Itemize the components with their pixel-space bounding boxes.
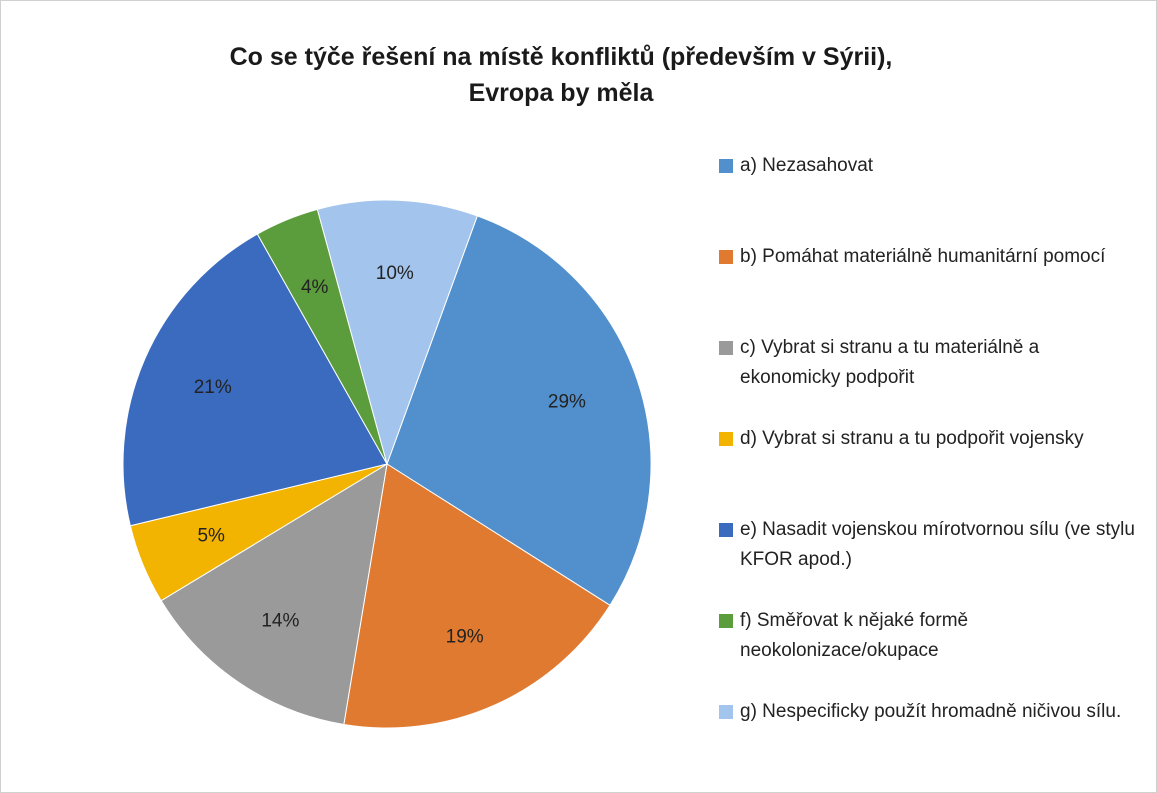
legend: a) Nezasahovat b) Pomáhat materiálně huma… [719, 151, 1139, 788]
data-label: 19% [446, 627, 484, 648]
legend-swatch [719, 159, 733, 173]
legend-item: a) Nezasahovat [719, 151, 1139, 242]
pie-slice [386, 215, 652, 606]
legend-item: f) Směřovat k nějaké formě neokolonizace… [719, 606, 1139, 697]
data-label: 14% [261, 610, 299, 631]
legend-swatch [719, 250, 733, 264]
legend-item: c) Vybrat si stranu a tu materiálně a ek… [719, 333, 1139, 424]
legend-label: e) Nasadit vojenskou mírotvornou sílu (v… [740, 519, 1135, 570]
pie-slice [343, 463, 611, 729]
legend-item: d) Vybrat si stranu a tu podpořit vojens… [719, 424, 1139, 515]
data-label: 21% [194, 377, 232, 398]
legend-label: b) Pomáhat materiálně humanitární pomocí [740, 246, 1106, 267]
legend-swatch [719, 432, 733, 446]
data-label: 5% [197, 525, 225, 546]
legend-label: d) Vybrat si stranu a tu podpořit vojens… [740, 428, 1084, 449]
legend-label: a) Nezasahovat [740, 155, 874, 176]
data-label: 29% [548, 392, 586, 413]
data-label: 10% [376, 263, 414, 284]
legend-label: f) Směřovat k nějaké formě neokolonizace… [740, 610, 969, 661]
data-label: 4% [301, 277, 329, 298]
chart-title: Co se týče řešení na místě konfliktů (př… [229, 43, 893, 107]
legend-item: e) Nasadit vojenskou mírotvornou sílu (v… [719, 515, 1139, 606]
pie-slice [316, 199, 478, 466]
pie-slice [122, 233, 388, 527]
legend-label: g) Nespecificky použít hromadně ničivou … [740, 701, 1122, 722]
legend-swatch [719, 614, 733, 628]
legend-item: b) Pomáhat materiálně humanitární pomocí [719, 242, 1139, 333]
legend-label: c) Vybrat si stranu a tu materiálně a ek… [740, 337, 1040, 388]
pie-slice [160, 463, 388, 726]
legend-swatch [719, 705, 733, 719]
legend-swatch [719, 523, 733, 537]
legend-item: g) Nespecificky použít hromadně ničivou … [719, 697, 1139, 788]
legend-swatch [719, 341, 733, 355]
